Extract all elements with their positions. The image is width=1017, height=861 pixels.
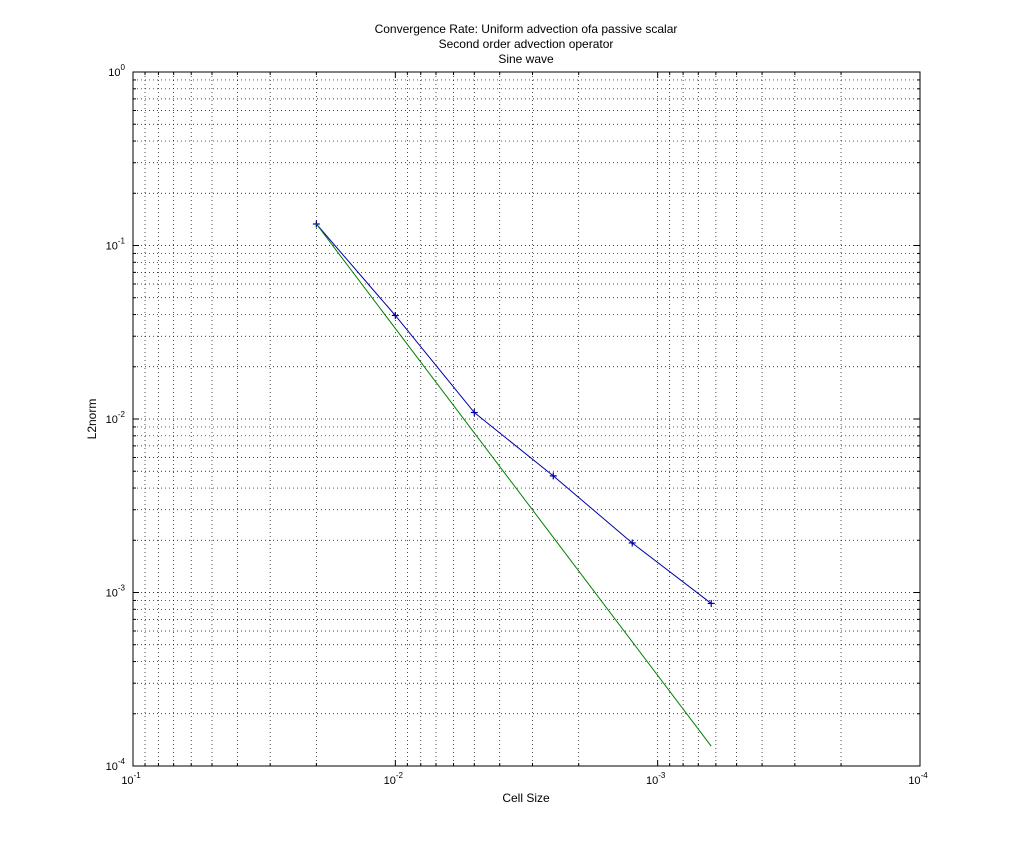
series-line-1 xyxy=(315,223,712,604)
data-point-marker xyxy=(391,311,399,319)
x-tick-label: 10-3 xyxy=(646,771,666,787)
chart-title: Convergence Rate: Uniform advection ofa … xyxy=(375,22,678,36)
x-axis-label: Cell Size xyxy=(502,791,550,805)
axis-ticks: 10-1 10-2 10-3 10-4 100 10-1 10-2 10-3 10-4 xyxy=(106,63,929,787)
series-line-2 xyxy=(315,223,712,747)
data-point-marker xyxy=(470,409,478,417)
y-tick-label: 10-4 xyxy=(106,757,126,773)
chart-subtitle-line-1: Second order advection operator xyxy=(439,37,614,51)
data-point-marker xyxy=(707,599,715,607)
y-tick-label: 10-2 xyxy=(106,410,126,426)
y-tick-label: 10-1 xyxy=(106,237,126,253)
x-tick-label: 10-1 xyxy=(121,771,141,787)
y-tick-label: 100 xyxy=(108,63,125,79)
y-axis-label: L2norm xyxy=(85,399,99,440)
data-point-marker xyxy=(549,472,557,480)
x-tick-label: 10-2 xyxy=(384,771,404,787)
data-point-marker xyxy=(628,539,636,547)
y-tick-label: 10-3 xyxy=(106,584,126,600)
series-layer xyxy=(312,220,715,747)
chart-subtitle-line-2: Sine wave xyxy=(498,52,554,66)
x-tick-label: 10-4 xyxy=(908,771,928,787)
